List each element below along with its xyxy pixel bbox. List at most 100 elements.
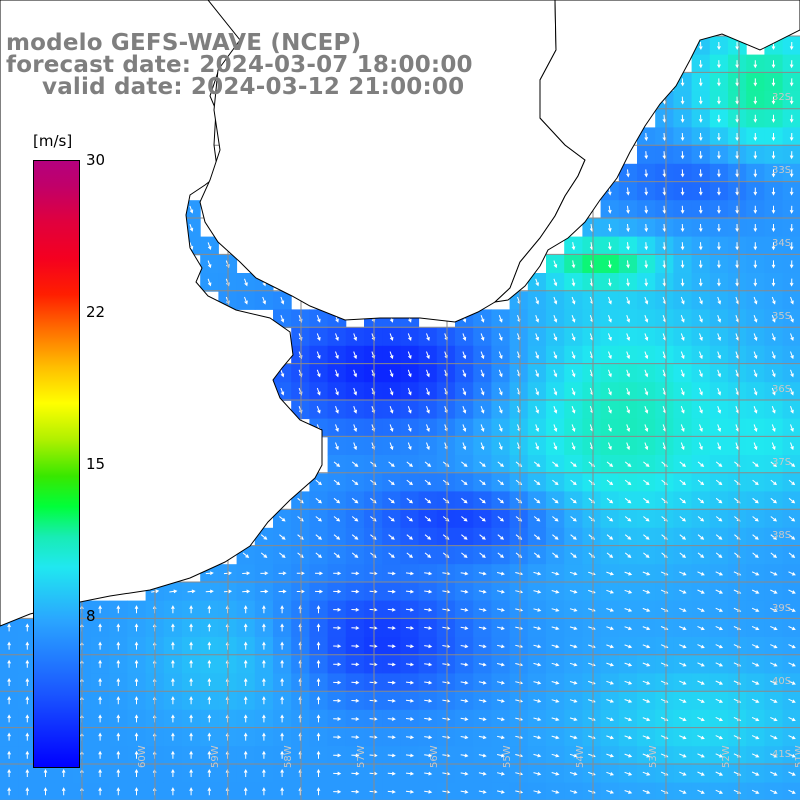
wind-arrow (551, 644, 560, 649)
wind-arrow (680, 424, 685, 432)
wind-arrow (98, 768, 102, 777)
wind-arrow (424, 589, 433, 594)
wind-arrow (462, 369, 467, 378)
wind-arrow (407, 387, 412, 396)
wind-arrow (553, 442, 558, 451)
longitude-label: 59W (210, 745, 221, 768)
wind-arrow (207, 714, 212, 723)
wind-arrow (460, 644, 469, 649)
wind-arrow (7, 787, 11, 796)
wind-arrow (405, 589, 415, 594)
wind-arrow (478, 608, 487, 612)
wind-arrow (697, 534, 705, 540)
wind-arrow (333, 497, 341, 504)
wind-arrow (569, 717, 578, 721)
wind-arrow (679, 607, 687, 612)
wind-arrow (788, 534, 796, 540)
wind-arrow (662, 187, 667, 196)
wind-arrow (569, 571, 578, 576)
wind-arrow (570, 497, 577, 504)
wind-arrow (478, 753, 487, 758)
wind-arrow (351, 680, 360, 685)
wind-arrow (479, 534, 486, 540)
wind-arrow (680, 187, 685, 196)
wind-arrow (624, 461, 632, 467)
wind-arrow (789, 41, 794, 51)
wind-arrow (626, 169, 630, 178)
wind-arrow (699, 387, 703, 396)
wind-arrow (316, 732, 321, 741)
wind-arrow (315, 534, 323, 540)
wind-arrow (679, 552, 687, 558)
wind-arrow (570, 516, 577, 522)
wind-arrow (735, 60, 740, 69)
wind-arrow (351, 644, 360, 649)
wind-arrow (789, 96, 794, 105)
wind-arrow (698, 151, 703, 160)
wind-arrow (424, 644, 433, 649)
wind-arrow (751, 589, 760, 594)
wind-arrow (189, 623, 193, 632)
longitude-label: 52W (721, 745, 732, 768)
wind-arrow (460, 608, 469, 612)
wind-arrow (624, 552, 632, 558)
wind-arrow (680, 223, 685, 233)
wind-arrow (296, 589, 305, 594)
wind-arrow (697, 479, 705, 486)
wind-arrow (679, 698, 687, 703)
wind-arrow (280, 677, 284, 686)
wind-arrow (388, 497, 395, 504)
wind-arrow (207, 677, 212, 686)
wind-arrow (626, 205, 630, 214)
wind-arrow (478, 790, 487, 794)
wind-arrow (171, 677, 175, 686)
wind-arrow (25, 659, 30, 668)
wind-arrow (7, 623, 11, 632)
wind-arrow (279, 552, 286, 558)
wind-arrow (460, 589, 469, 594)
wind-arrow (790, 387, 794, 396)
wind-arrow (770, 698, 778, 703)
wind-arrow (679, 662, 687, 667)
wind-arrow (333, 698, 342, 703)
latitude-label: 39S (772, 603, 791, 614)
wind-arrow (479, 516, 486, 522)
wind-arrow (644, 205, 649, 214)
wind-arrow (134, 732, 139, 741)
wind-arrow (553, 278, 558, 287)
wind-arrow (369, 571, 378, 576)
wind-arrow (771, 96, 776, 105)
wind-arrow (698, 132, 703, 142)
wind-arrow (753, 133, 758, 142)
wind-arrow (680, 169, 685, 178)
wind-arrow (680, 351, 685, 360)
wind-arrow (243, 750, 248, 759)
wind-arrow (715, 625, 724, 631)
wind-arrow (497, 461, 505, 467)
wind-arrow (644, 187, 649, 196)
wind-arrow (788, 789, 796, 794)
wind-arrow (753, 387, 758, 396)
wind-arrow (424, 680, 433, 685)
wind-arrow (189, 732, 193, 741)
wind-arrow (406, 534, 414, 540)
wind-arrow (315, 479, 323, 486)
wind-arrow (552, 497, 559, 504)
wind-arrow (207, 623, 212, 632)
wind-arrow (752, 516, 759, 522)
wind-arrow (116, 641, 121, 650)
colorbar-tick-15: 15 (86, 455, 106, 473)
colorbar-tick-30: 30 (86, 151, 106, 169)
wind-arrow (679, 717, 687, 722)
wind-arrow (369, 789, 378, 794)
wind-arrow (770, 534, 778, 540)
wind-arrow (243, 768, 248, 777)
wind-arrow (697, 552, 705, 558)
wind-arrow (751, 716, 760, 722)
wind-arrow (535, 369, 539, 378)
wind-arrow (98, 605, 102, 614)
wind-arrow (260, 552, 268, 558)
wind-arrow (424, 552, 432, 558)
latitude-labels: 32S 33S 34S 35S 36S 37S 38S 39S 40S 41S (772, 92, 791, 760)
wind-arrow (571, 278, 576, 287)
